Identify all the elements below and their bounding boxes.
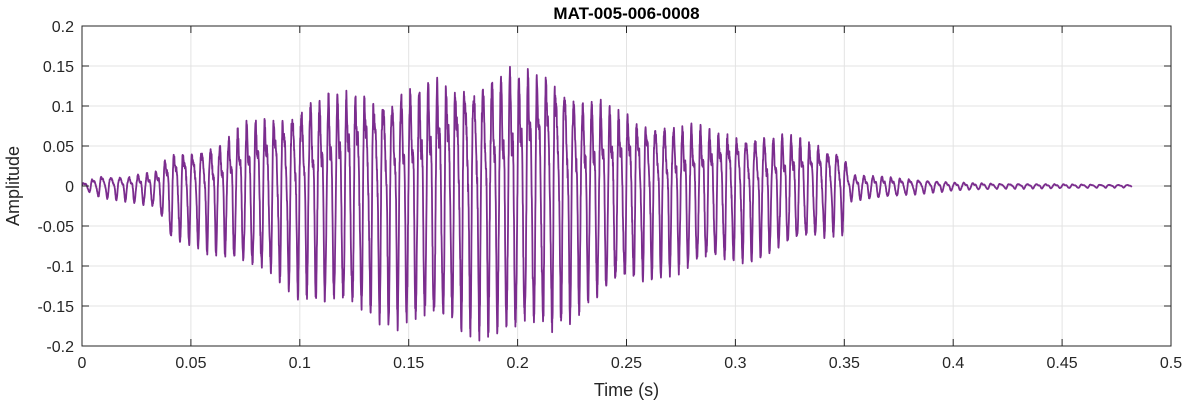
y-tick-label: -0.1 bbox=[46, 259, 74, 276]
x-tick-label: 0.35 bbox=[829, 355, 860, 372]
y-axis-label: Amplitude bbox=[3, 146, 23, 226]
x-axis-label: Time (s) bbox=[594, 380, 659, 400]
x-tick-label: 0.45 bbox=[1047, 355, 1078, 372]
signal-line bbox=[82, 65, 1133, 342]
x-tick-labels: 0 0.05 0.1 0.15 0.2 0.25 0.3 0.35 0.4 0.45 0.5 bbox=[78, 355, 1183, 372]
x-tick-label: 0.5 bbox=[1160, 355, 1182, 372]
x-tick-label: 0.15 bbox=[393, 355, 424, 372]
x-tick-label: 0.2 bbox=[506, 355, 528, 372]
x-tick-label: 0.4 bbox=[942, 355, 964, 372]
y-tick-label: 0 bbox=[65, 179, 74, 196]
y-tick-label: -0.2 bbox=[46, 339, 74, 356]
x-tick-label: 0.05 bbox=[175, 355, 206, 372]
y-tick-label: -0.05 bbox=[38, 219, 75, 236]
axis-ticks bbox=[81, 25, 1172, 347]
plot-area bbox=[82, 65, 1133, 342]
x-tick-label: 0.25 bbox=[611, 355, 642, 372]
y-tick-label: 0.2 bbox=[52, 19, 74, 36]
y-tick-labels: 0.2 0.15 0.1 0.05 0 -0.05 -0.1 -0.15 -0.2 bbox=[38, 19, 75, 356]
chart-title: MAT-005-006-0008 bbox=[553, 4, 699, 23]
y-tick-label: 0.1 bbox=[52, 99, 74, 116]
x-tick-label: 0.1 bbox=[289, 355, 311, 372]
x-tick-label: 0 bbox=[78, 355, 87, 372]
x-tick-label: 0.3 bbox=[724, 355, 746, 372]
y-tick-label: 0.15 bbox=[43, 59, 74, 76]
y-tick-label: -0.15 bbox=[38, 299, 75, 316]
y-tick-label: 0.05 bbox=[43, 139, 74, 156]
